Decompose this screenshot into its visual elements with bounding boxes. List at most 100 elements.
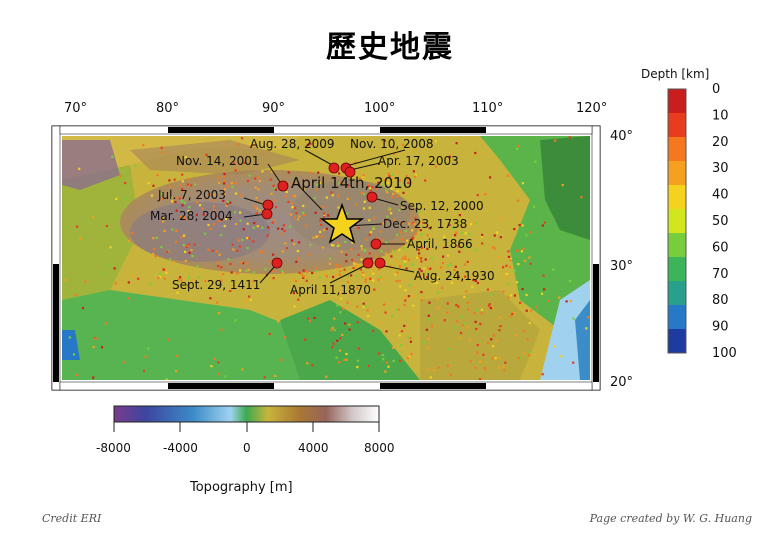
seismic-dot — [240, 284, 243, 287]
seismicity-scatter — [64, 136, 590, 380]
seismic-dot — [436, 276, 439, 279]
seismic-dot — [474, 249, 477, 252]
seismic-dot — [218, 219, 221, 223]
seismic-dot — [315, 267, 318, 270]
seismic-dot — [437, 366, 440, 369]
seismic-dot — [336, 244, 340, 247]
seismic-dot — [418, 274, 421, 277]
seismic-dot — [179, 184, 182, 187]
seismic-dot — [294, 176, 297, 180]
seismic-dot — [474, 279, 477, 282]
seismic-dot — [330, 191, 333, 194]
seismic-dot — [217, 372, 220, 375]
seismic-dot — [313, 316, 316, 319]
seismic-dot — [392, 152, 396, 155]
seismic-dot — [489, 176, 492, 179]
seismic-dot — [319, 219, 322, 222]
seismic-dot — [468, 232, 471, 236]
seismic-dot — [493, 247, 496, 250]
seismic-dot — [403, 260, 407, 263]
seismic-dot — [320, 235, 323, 238]
seismic-dot — [229, 289, 232, 293]
seismic-dot — [254, 186, 257, 189]
seismic-dot — [64, 278, 67, 282]
seismic-dot — [323, 273, 326, 276]
seismic-dot — [404, 255, 407, 258]
seismic-dot — [469, 360, 472, 363]
seismic-dot — [270, 260, 273, 263]
seismic-dot — [523, 352, 526, 355]
seismic-dot — [347, 184, 350, 187]
seismic-dot — [367, 183, 370, 186]
seismic-dot — [274, 206, 278, 209]
seismic-dot — [284, 336, 287, 339]
seismic-dot — [272, 269, 275, 272]
seismic-dot — [465, 290, 468, 293]
seismic-dot — [390, 212, 393, 215]
seismic-dot — [393, 250, 396, 253]
seismic-dot — [529, 350, 532, 353]
seismic-dot — [255, 197, 258, 200]
seismic-dot — [369, 187, 372, 190]
topography-terrain — [62, 136, 590, 380]
seismic-dot — [354, 263, 357, 266]
seismic-dot — [160, 146, 163, 149]
seismic-dot — [305, 224, 308, 227]
event-marker-apr-1870 — [362, 257, 374, 269]
seismic-dot — [396, 271, 399, 274]
seismic-dot — [407, 295, 410, 298]
seismic-dot — [176, 354, 179, 357]
seismic-dot — [565, 300, 568, 303]
seismic-dot — [388, 175, 391, 178]
seismic-dot — [502, 365, 505, 368]
seismic-dot — [517, 263, 520, 266]
seismic-dot — [411, 263, 414, 266]
seismic-dot — [241, 238, 244, 241]
seismic-dot — [208, 193, 211, 196]
seismic-dot — [309, 244, 312, 247]
seismic-dot — [525, 234, 528, 237]
seismic-dot — [463, 263, 466, 266]
depth-scale-title: Depth [km] — [641, 67, 709, 81]
seismic-dot — [270, 192, 273, 195]
seismic-dot — [436, 291, 440, 294]
seismic-dot — [483, 366, 487, 369]
lon-tick-label: 110° — [472, 101, 503, 116]
seismic-dot — [281, 269, 284, 273]
page-title: 歷史地震 — [326, 30, 454, 65]
seismic-dot — [188, 251, 191, 254]
seismic-dot — [181, 180, 184, 183]
seismic-dot — [541, 224, 544, 227]
seismic-dot — [525, 309, 528, 312]
seismic-dot — [193, 243, 196, 246]
seismic-dot — [174, 240, 177, 244]
seismic-dot — [479, 360, 482, 363]
seismic-dot — [410, 352, 413, 355]
seismic-dot — [187, 209, 190, 213]
seismic-dot — [368, 206, 371, 209]
seismic-dot — [404, 296, 407, 299]
seismic-dot — [226, 184, 229, 187]
seismic-dot — [542, 274, 545, 277]
seismic-dot — [401, 257, 404, 260]
seismic-dot — [187, 178, 190, 181]
seismic-dot — [427, 337, 430, 340]
seismic-dot — [475, 327, 478, 331]
seismic-dot — [272, 184, 275, 187]
seismic-dot — [184, 250, 187, 253]
seismic-dot — [358, 177, 361, 180]
depth-tick-label: 70 — [712, 267, 729, 282]
seismic-dot — [207, 162, 210, 165]
seismic-dot — [437, 307, 440, 310]
seismic-dot — [237, 143, 240, 146]
seismic-dot — [392, 346, 395, 349]
seismic-dot — [384, 370, 387, 373]
seismic-dot — [364, 305, 367, 308]
seismic-dot — [397, 308, 400, 311]
seismic-dot — [226, 202, 229, 205]
seismic-dot — [195, 213, 198, 216]
seismic-dot — [455, 142, 458, 145]
seismic-dot — [263, 376, 266, 379]
seismic-dot — [291, 202, 294, 205]
seismic-dot — [384, 311, 387, 314]
